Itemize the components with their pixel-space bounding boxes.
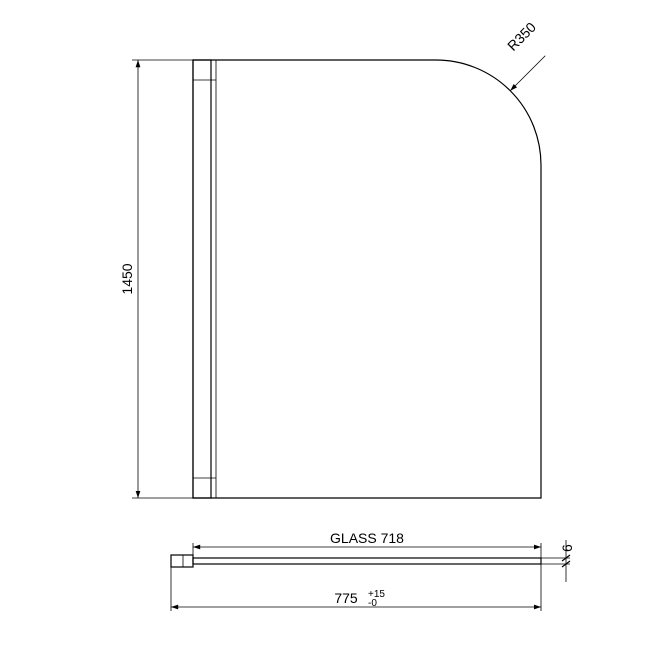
plan-glass	[193, 558, 541, 564]
thickness-dim-text: 6	[559, 544, 575, 552]
wall-profile-outer	[193, 60, 211, 498]
glass-panel-outline	[193, 60, 541, 498]
width-tol-lower: -0	[368, 598, 377, 609]
radius-label: R350	[504, 19, 539, 54]
wall-profile-inner	[211, 60, 216, 498]
width-dim-text: 775	[334, 590, 358, 606]
glass-dim-text: GLASS 718	[330, 530, 404, 546]
technical-drawing: 1450R350GLASS 7186775+15-0	[0, 0, 650, 650]
height-dim-text: 1450	[119, 263, 135, 294]
plan-bracket	[171, 555, 193, 567]
radius-leader	[510, 56, 545, 91]
